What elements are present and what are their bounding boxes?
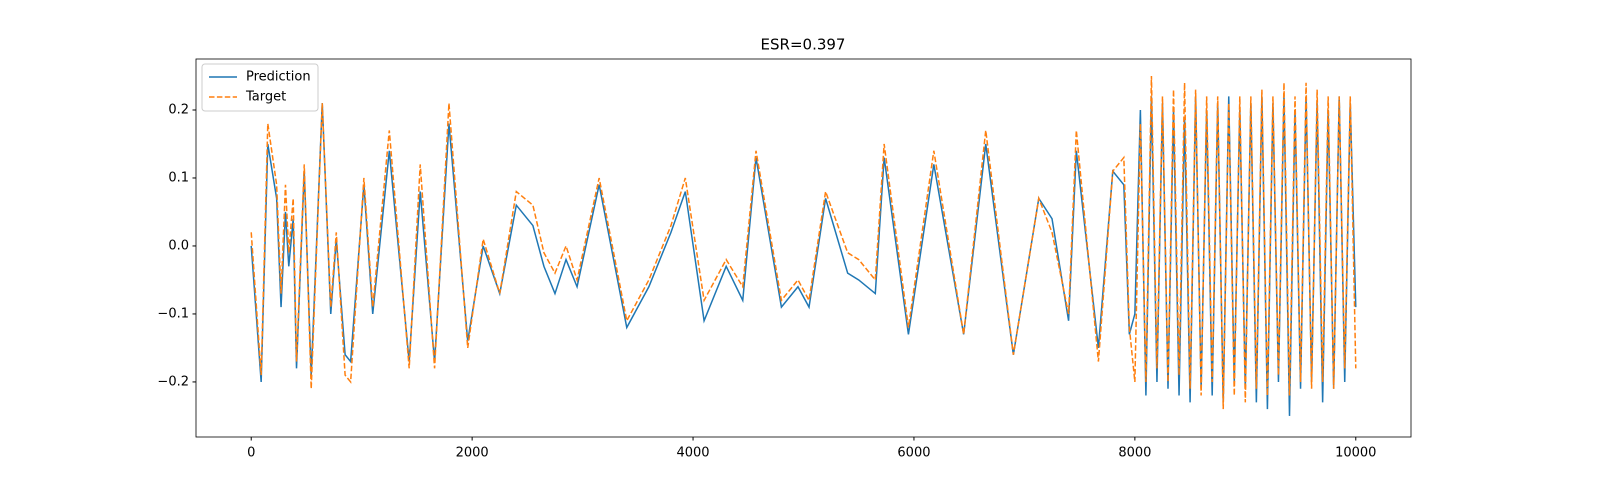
y-tick-label: −0.2 [157,374,189,389]
legend-label: Target [245,90,286,105]
chart-title: ESR=0.397 [761,36,846,54]
legend-label: Prediction [246,70,311,85]
x-tick-label: 4000 [676,446,709,461]
y-tick-label: 0.0 [168,238,189,253]
y-tick-label: 0.1 [168,170,189,185]
x-tick-label: 0 [247,446,255,461]
plot-frame [195,58,1412,438]
y-tick-label: 0.2 [168,102,189,117]
legend-box [201,63,319,112]
x-tick-label: 10000 [1335,446,1376,461]
x-tick-label: 8000 [1118,446,1151,461]
x-tick-label: 6000 [897,446,930,461]
y-tick-label: −0.1 [157,306,189,321]
x-tick-label: 2000 [456,446,489,461]
series-line [250,75,1357,410]
